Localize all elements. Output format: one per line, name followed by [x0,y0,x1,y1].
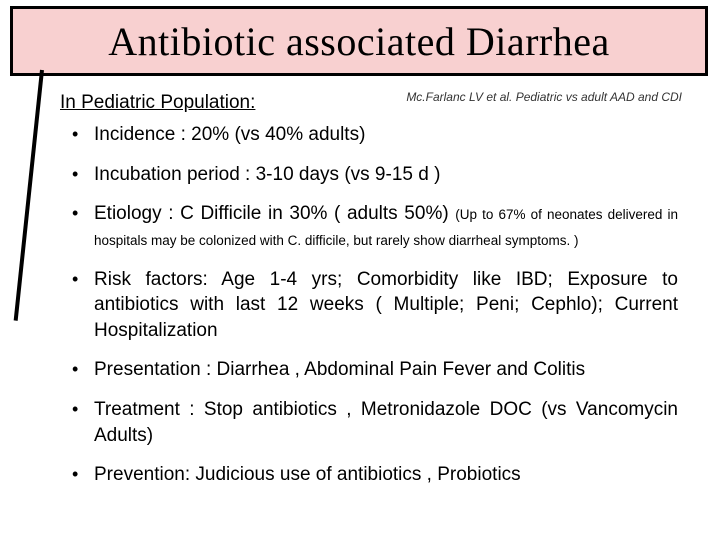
bullet-item: Prevention: Judicious use of antibiotics… [68,462,678,488]
bullet-item: Incubation period : 3-10 days (vs 9-15 d… [68,162,678,188]
bullet-item: Treatment : Stop antibiotics , Metronida… [68,397,678,448]
bullet-text: Prevention: Judicious use of antibiotics… [94,464,521,485]
bullet-text: Incubation period : 3-10 days (vs 9-15 d… [94,164,440,185]
bullet-text: Presentation : Diarrhea , Abdominal Pain… [94,359,585,380]
citation-author: Mc.Farlanc LV [406,90,483,104]
bullet-text: Risk factors: Age 1-4 yrs; Comorbidity l… [94,269,678,341]
bullet-item: Incidence : 20% (vs 40% adults) [68,122,678,148]
title-container: Antibiotic associated Diarrhea [10,6,708,76]
citation-etal: et al. [483,90,516,104]
citation: Mc.Farlanc LV et al. Pediatric vs adult … [406,90,682,104]
bullet-list: Incidence : 20% (vs 40% adults) Incubati… [68,122,678,502]
accent-line [14,70,44,321]
citation-tail: Pediatric vs adult AAD and CDI [516,90,682,104]
title-box: Antibiotic associated Diarrhea [10,6,708,76]
bullet-item: Presentation : Diarrhea , Abdominal Pain… [68,357,678,383]
bullet-item: Etiology : C Difficile in 30% ( adults 5… [68,201,678,252]
slide: Antibiotic associated Diarrhea Mc.Farlan… [0,0,720,540]
bullet-text: Treatment : Stop antibiotics , Metronida… [94,399,678,446]
section-subhead: In Pediatric Population: [60,92,255,114]
bullet-text: Etiology : C Difficile in 30% ( adults 5… [94,203,455,224]
bullet-text: Incidence : 20% (vs 40% adults) [94,124,365,145]
bullet-item: Risk factors: Age 1-4 yrs; Comorbidity l… [68,267,678,344]
slide-title: Antibiotic associated Diarrhea [108,18,609,65]
